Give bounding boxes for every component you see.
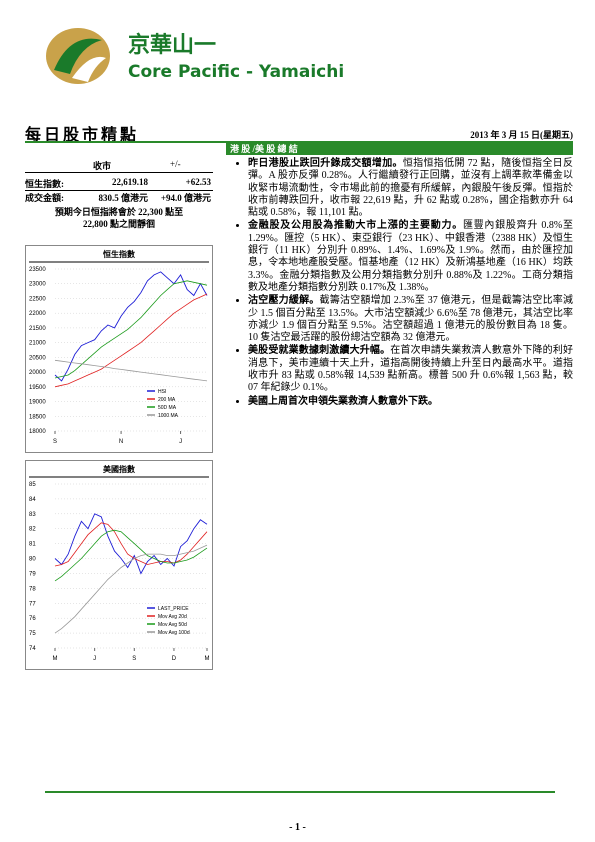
chart-frame — [25, 460, 213, 670]
forecast-line: 22,800 點之間靜徊 — [82, 219, 155, 229]
bullet: 美國上周首次申領失業救濟人數意外下跌。 — [248, 396, 573, 408]
chart-frame — [25, 245, 213, 453]
rule — [25, 190, 213, 191]
legend-label: 200 MA — [158, 397, 176, 403]
series-line — [54, 271, 208, 382]
rule — [25, 172, 213, 173]
series-line — [54, 280, 208, 379]
y-tick-label: 83 — [29, 512, 36, 518]
bullet-lead: 昨日港股止跌回升錄成交額增加。 — [248, 158, 403, 169]
y-tick-label: 81 — [29, 542, 36, 548]
x-tick-label: S — [53, 439, 57, 445]
section-heading: 港 股 /美 股 總 結 — [226, 143, 573, 155]
bullet: 昨日港股止跌回升錄成交額增加。恒指恒指低開 72 點，隨後恒指全日反彈。A 股亦… — [248, 158, 573, 219]
y-tick-label: 76 — [29, 616, 36, 622]
x-tick-label: S — [132, 656, 136, 662]
y-tick-label: 21000 — [29, 341, 46, 347]
legend-label: Mov Avg 50d — [158, 622, 187, 628]
footer-rule — [45, 791, 555, 793]
y-tick-label: 78 — [29, 586, 36, 592]
x-tick-label: D — [172, 656, 177, 662]
bullet-lead: 美股受就業數據刺激續大升幅。 — [248, 345, 391, 357]
bullet-lead: 金融股及公用股為推動大市上漲的主要動力。 — [248, 220, 463, 232]
bullet-body: 在首次申請失業救濟人數意外下降的利好消息下，美市連續十天上升，道指高開後持續上升… — [248, 345, 574, 394]
series-line — [54, 529, 208, 582]
forecast: 預期今日恒指將會於 22,300 點至 22,800 點之間靜徊 — [25, 206, 213, 230]
page-number: - 1 - — [289, 822, 306, 833]
change-value: +94.0 億港元 — [160, 193, 211, 203]
y-tick-label: 74 — [29, 646, 36, 652]
x-tick-label: M — [53, 656, 58, 662]
logo-cn: 京華山一 — [128, 32, 216, 57]
y-tick-label: 21500 — [29, 326, 46, 332]
bullet-list: 昨日港股止跌回升錄成交額增加。恒指恒指低開 72 點，隨後恒指全日反彈。A 股亦… — [230, 158, 573, 408]
col-header: +/- — [170, 159, 181, 169]
legend-label: 50D MA — [158, 405, 177, 411]
chart: 恒生指數 18000 18500 19000 19500 20000 20500 21000 2… — [25, 245, 213, 453]
y-tick-label: 19500 — [29, 385, 46, 391]
y-tick-label: 77 — [29, 601, 36, 607]
chart-title: 恒生指數 — [103, 249, 135, 259]
y-tick-label: 23000 — [29, 282, 46, 288]
close-value: 830.5 億港元 — [98, 193, 148, 203]
legend-label: Mov Avg 20d — [158, 614, 187, 620]
legend-label: HSI — [158, 389, 166, 395]
row-label: 成交金額: — [25, 193, 64, 203]
bullet-body: 匯豐內銀股齊升 0.8%至 1.29%。匯控（5 HK）、東亞銀行（23 HK）… — [248, 220, 573, 293]
series-line — [54, 359, 208, 382]
legend-label: 1000 MA — [158, 413, 179, 419]
series-line — [54, 544, 208, 634]
y-tick-label: 75 — [29, 631, 36, 637]
logo: 京華山一 Core Pacific - Yamaichi — [46, 28, 344, 84]
chart: 美國指數 74 75 76 77 78 79 80 81 82 83 84 85 M J S D M LAST_PR… — [25, 460, 213, 670]
y-tick-label: 85 — [29, 482, 36, 488]
rule — [25, 141, 573, 143]
y-tick-label: 20000 — [29, 370, 46, 376]
legend-label: LAST_PRICE — [158, 606, 189, 612]
y-tick-label: 18500 — [29, 414, 46, 420]
y-tick-label: 79 — [29, 571, 36, 577]
date: 2013 年 3 月 15 日(星期五) — [470, 130, 573, 140]
y-tick-label: 22000 — [29, 311, 46, 317]
y-tick-label: 22500 — [29, 296, 46, 302]
bullet: 金融股及公用股為推動大市上漲的主要動力。匯豐內銀股齊升 0.8%至 1.29%。… — [248, 220, 573, 294]
series-line — [54, 522, 208, 567]
y-tick-label: 20500 — [29, 355, 46, 361]
col-header: 收市 — [93, 161, 112, 171]
row-label: 恒生指數: — [25, 179, 64, 189]
series-line — [54, 513, 208, 575]
y-tick-label: 80 — [29, 557, 36, 563]
bullet-lead: 美國上周首次申領失業救濟人數意外下跌。 — [248, 395, 438, 407]
bullet-lead: 沽空壓力緩解。 — [248, 295, 320, 307]
y-tick-label: 23500 — [29, 267, 46, 273]
logo-swoosh — [72, 56, 106, 82]
bullet: 美股受就業數據刺激續大升幅。在首次申請失業救濟人數意外下降的利好消息下，美市連續… — [248, 345, 573, 394]
title: 每日股市精點 — [25, 127, 140, 144]
series-line — [54, 293, 208, 388]
market-box: 收市 +/- 恒生指數: 22,619.18 +62.53 成交金額: 830.5 億港… — [25, 155, 213, 238]
y-tick-label: 84 — [29, 497, 36, 503]
bullet-body: 恒指恒指低開 72 點，隨後恒指全日反彈。A 股亦反彈 0.28%。人行繼續發行… — [248, 158, 574, 219]
close-value: 22,619.18 — [112, 177, 148, 187]
x-tick-label: J — [179, 439, 182, 445]
y-tick-label: 19000 — [29, 400, 46, 406]
forecast-line: 預期今日恒指將會於 22,300 點至 — [54, 207, 184, 217]
x-tick-label: N — [119, 439, 123, 445]
summary: 昨日港股止跌回升錄成交額增加。恒指恒指低開 72 點，隨後恒指全日反彈。A 股亦… — [230, 158, 573, 409]
logo-en: Core Pacific - Yamaichi — [128, 62, 344, 82]
y-tick-label: 82 — [29, 527, 36, 533]
bullet: 沽空壓力緩解。截籌沽空額增加 2.3%至 37 億港元，但是截籌沽空比率減少 1… — [248, 295, 573, 344]
logo-swoosh — [54, 38, 102, 74]
chart-title: 美國指數 — [103, 464, 135, 474]
bullet-body: 截籌沽空額增加 2.3%至 37 億港元，但是截籌沽空比率減少 1.5 個百分點… — [248, 295, 573, 344]
legend-label: Mov Avg 100d — [158, 630, 190, 636]
y-tick-label: 18000 — [29, 429, 46, 435]
x-tick-label: J — [93, 656, 96, 662]
change-value: +62.53 — [185, 177, 211, 187]
x-tick-label: M — [205, 656, 210, 662]
